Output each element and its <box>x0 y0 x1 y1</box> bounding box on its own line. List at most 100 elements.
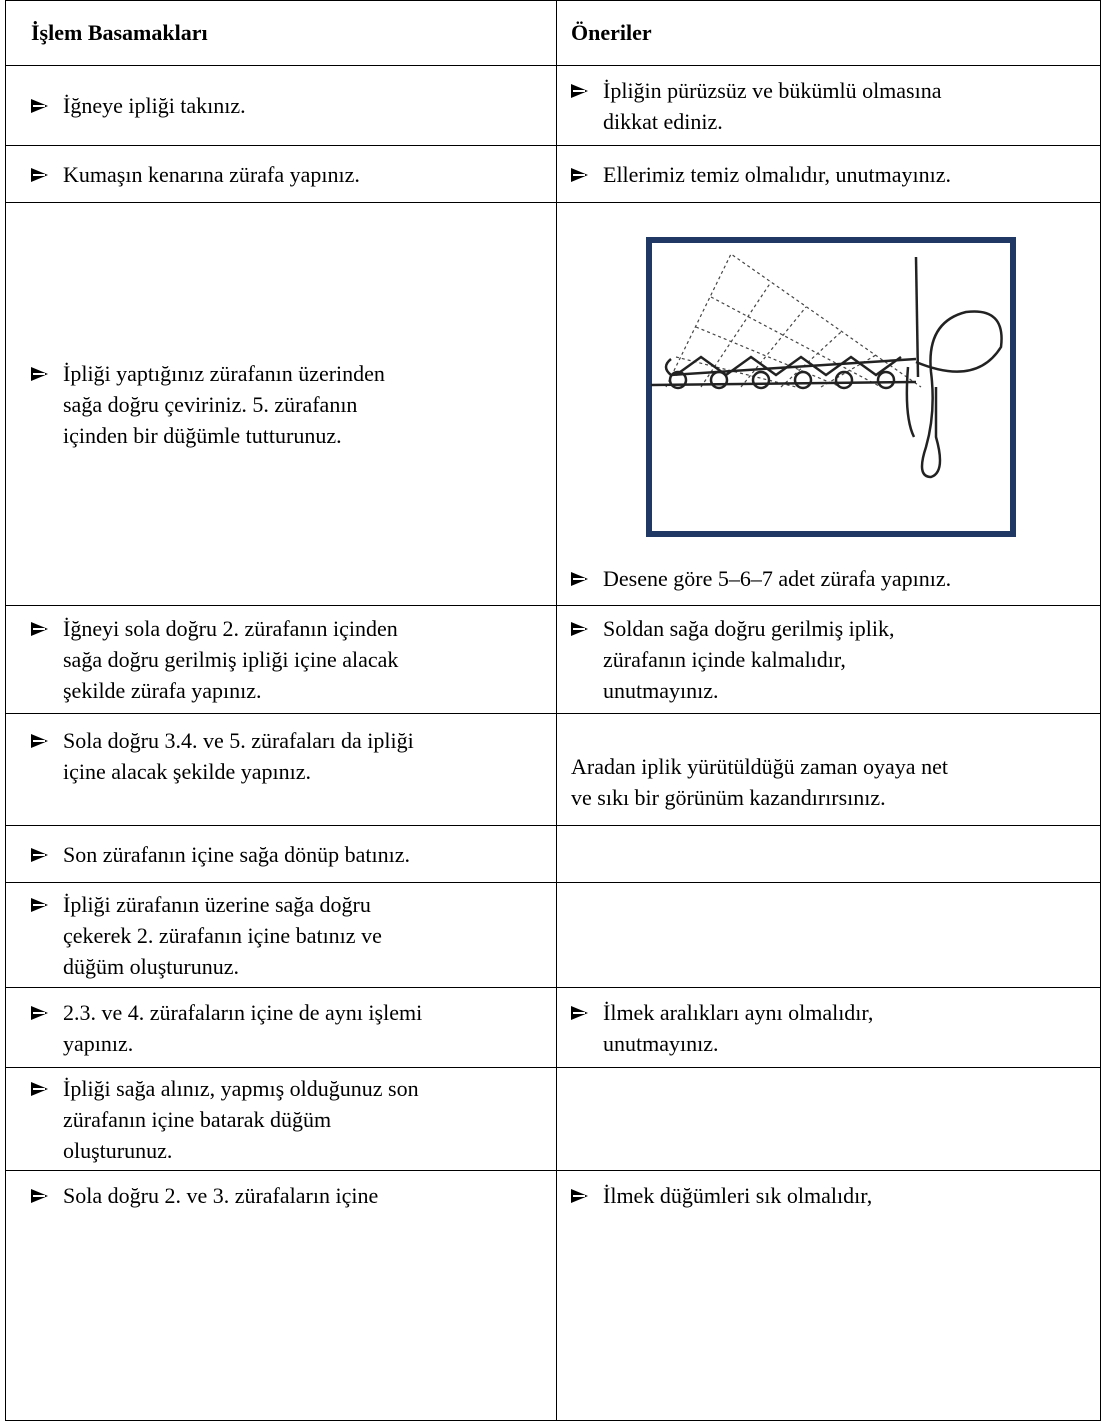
text: İğneyi sola doğru 2. zürafanın içinden <box>63 616 398 641</box>
bullet-arrow <box>31 1005 48 1020</box>
text-line: İlmek düğümleri sık olmalıdır, <box>571 1180 1090 1211</box>
text-line: İğneyi sola doğru 2. zürafanın içinden <box>31 613 546 644</box>
text: çekerek 2. zürafanın içine batınız ve <box>63 922 382 948</box>
table-row: Sola doğru 3.4. ve 5. zürafaları da ipli… <box>5 713 1101 826</box>
bullet-arrow <box>31 366 48 381</box>
bullet-item: İğneye ipliği takınız. <box>31 90 546 121</box>
bullet-arrow <box>31 1189 48 1203</box>
bullet-arrow <box>571 1189 588 1203</box>
table-row: İğneyi sola doğru 2. zürafanın içinden sa… <box>5 605 1101 714</box>
text: düğüm oluşturunuz. <box>63 953 239 979</box>
bullet-item: İğneyi sola doğru 2. zürafanın içinden sa… <box>31 613 546 706</box>
table-cell: 2.3. ve 4. zürafaların içine de aynı işl… <box>5 987 557 1068</box>
text: ve sıkı bir görünüm kazandırırsınız. <box>571 785 886 810</box>
text: zürafanın içinde kalmalıdır, <box>603 647 846 672</box>
text: sağa doğru gerilmiş ipliği içine alacak <box>63 647 399 672</box>
text: Sola doğru 3.4. ve 5. zürafaları da ipli… <box>63 728 414 753</box>
text: 2.3. ve 4. zürafaların içine de aynı işl… <box>63 999 423 1025</box>
bullet-arrow <box>31 1081 48 1096</box>
table-cell: Soldan sağa doğru gerilmiş iplik, zürafan… <box>556 605 1101 714</box>
bullet-arrow <box>571 572 588 586</box>
table-cell: İğneye ipliği takınız. <box>5 65 557 146</box>
text-line: Aradan iplik yürütüldüğü zaman oyaya net <box>571 751 1090 782</box>
table-row: İpliği yaptığınız zürafanın üzerinden sağ… <box>5 202 1101 606</box>
bullet-item: İpliği yaptığınız zürafanın üzerinden sağ… <box>31 358 546 451</box>
text: dikkat ediniz. <box>603 108 723 134</box>
text-line: Kumaşın kenarına zürafa yapınız. <box>31 159 546 190</box>
text-line: İğneye ipliği takınız. <box>31 90 546 121</box>
table-cell: İlmek düğümleri sık olmalıdır, <box>556 1170 1101 1421</box>
bullet-item: Ellerimiz temiz olmalıdır, unutmayınız. <box>571 159 1090 190</box>
table-cell: İlmek aralıkları aynı olmalıdır, unutmayı… <box>556 987 1101 1068</box>
text: yapınız. <box>63 1030 134 1056</box>
paragraph: Aradan iplik yürütüldüğü zaman oyaya net… <box>571 751 1090 813</box>
table-cell: Sola doğru 2. ve 3. zürafaların içine <box>5 1170 557 1421</box>
table-cell: İpliği sağa alınız, yapmış olduğunuz son… <box>5 1067 557 1171</box>
bullet-item: Desene göre 5–6–7 adet zürafa yapınız. <box>571 563 1090 594</box>
text-line: İpliği yaptığınız zürafanın üzerinden <box>31 358 546 389</box>
text-line: unutmayınız. <box>571 675 1090 706</box>
table-cell: Ellerimiz temiz olmalıdır, unutmayınız. <box>556 145 1101 203</box>
bullet-item: Soldan sağa doğru gerilmiş iplik, zürafan… <box>571 613 1090 706</box>
text-line: Sola doğru 3.4. ve 5. zürafaları da ipli… <box>31 725 546 756</box>
text-line: dikkat ediniz. <box>571 106 1090 137</box>
text-line: şekilde zürafa yapınız. <box>31 675 546 706</box>
text-line: sağa doğru çeviriniz. 5. zürafanın <box>31 389 546 420</box>
text: unutmayınız. <box>603 1030 719 1056</box>
table-row: İpliği sağa alınız, yapmış olduğunuz son… <box>5 1067 1101 1171</box>
text-line: sağa doğru gerilmiş ipliği içine alacak <box>31 644 546 675</box>
table-cell: İpliğin pürüzsüz ve bükümlü olmasına dikk… <box>556 65 1101 146</box>
text: İpliği yaptığınız zürafanın üzerinden <box>63 360 385 386</box>
table-cell: İğneyi sola doğru 2. zürafanın içinden sa… <box>5 605 557 714</box>
header-row: İşlem Basamakları Öneriler <box>5 0 1101 66</box>
text-line: ve sıkı bir görünüm kazandırırsınız. <box>571 782 1090 813</box>
bullet-item: Sola doğru 3.4. ve 5. zürafaları da ipli… <box>31 725 546 787</box>
text: Ellerimiz temiz olmalıdır, unutmayınız. <box>603 161 951 187</box>
text: içinden bir düğümle tutturunuz. <box>63 422 342 448</box>
bullet-item: İpliği zürafanın üzerine sağa doğru çeker… <box>31 889 546 982</box>
text: oluşturunuz. <box>63 1137 173 1163</box>
table-cell <box>556 1067 1101 1171</box>
bullet-item: İpliğin pürüzsüz ve bükümlü olmasına dikk… <box>571 75 1090 137</box>
bullet-arrow <box>31 897 48 912</box>
text-line: unutmayınız. <box>571 1028 1090 1059</box>
text: zürafanın içine batarak düğüm <box>63 1106 332 1132</box>
text-line: zürafanın içinde kalmalıdır, <box>571 644 1090 675</box>
bullet-arrow <box>571 622 588 636</box>
bullet-arrow <box>571 1005 588 1020</box>
table-cell: Sola doğru 3.4. ve 5. zürafaları da ipli… <box>5 713 557 826</box>
bullet-item: Sola doğru 2. ve 3. zürafaların içine <box>31 1180 546 1211</box>
text: İpliği sağa alınız, yapmış olduğunuz son <box>63 1075 419 1101</box>
bullet-item: İlmek düğümleri sık olmalıdır, <box>571 1180 1090 1211</box>
text: Son zürafanın içine sağa dönüp batınız. <box>63 841 411 867</box>
header-cell: İşlem Basamakları <box>5 0 557 66</box>
table-row: Son zürafanın içine sağa dönüp batınız. <box>5 825 1101 883</box>
text: İğneye ipliği takınız. <box>63 93 246 118</box>
text-line: düğüm oluşturunuz. <box>31 951 546 982</box>
text-line: Ellerimiz temiz olmalıdır, unutmayınız. <box>571 159 1090 190</box>
text: Sola doğru 2. ve 3. zürafaların içine <box>63 1183 379 1208</box>
bullet-arrow <box>31 734 48 748</box>
text: İlmek düğümleri sık olmalıdır, <box>603 1183 873 1208</box>
bullet-arrow <box>571 167 588 182</box>
bullet-item: İlmek aralıkları aynı olmalıdır, unutmayı… <box>571 997 1090 1059</box>
bullet-item: İpliği sağa alınız, yapmış olduğunuz son… <box>31 1073 546 1166</box>
bullet-arrow <box>31 622 48 636</box>
table-row: İpliği zürafanın üzerine sağa doğru çeker… <box>5 882 1101 988</box>
text-line: içine alacak şekilde yapınız. <box>31 756 546 787</box>
stitch-figure <box>646 237 1016 537</box>
table-cell: İpliği yaptığınız zürafanın üzerinden sağ… <box>5 202 557 606</box>
header-cell: Öneriler <box>556 0 1101 66</box>
text: şekilde zürafa yapınız. <box>63 678 262 703</box>
table-cell: Desene göre 5–6–7 adet zürafa yapınız. <box>556 202 1101 606</box>
text-line: Son zürafanın içine sağa dönüp batınız. <box>31 839 546 870</box>
text: İpliğin pürüzsüz ve bükümlü olmasına <box>603 77 942 103</box>
steps-table: İşlem Basamakları Öneriler İğneye ipliği… <box>5 0 1101 1421</box>
bullet-arrow <box>31 99 48 113</box>
text-line: İpliği zürafanın üzerine sağa doğru <box>31 889 546 920</box>
table-cell: Aradan iplik yürütüldüğü zaman oyaya net… <box>556 713 1101 826</box>
table-cell <box>556 825 1101 883</box>
bullet-arrow <box>31 847 48 862</box>
text: Aradan iplik yürütüldüğü zaman oyaya net <box>571 754 948 779</box>
bullet-item: 2.3. ve 4. zürafaların içine de aynı işl… <box>31 997 546 1059</box>
